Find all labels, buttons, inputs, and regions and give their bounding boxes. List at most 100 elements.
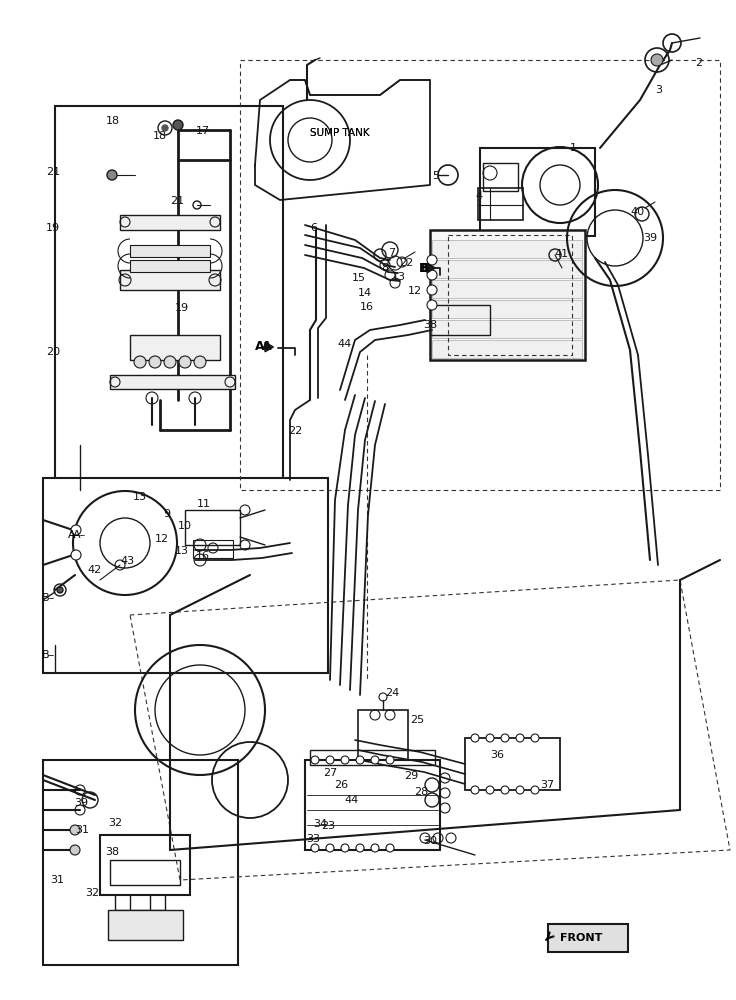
Text: 20: 20: [46, 347, 60, 357]
Text: 12: 12: [408, 286, 422, 296]
Circle shape: [651, 54, 663, 66]
Text: FRONT: FRONT: [560, 933, 602, 943]
Text: 39: 39: [643, 233, 657, 243]
Circle shape: [149, 356, 161, 368]
Circle shape: [70, 845, 80, 855]
Circle shape: [71, 525, 81, 535]
Circle shape: [70, 825, 80, 835]
Circle shape: [516, 786, 524, 794]
Text: 11: 11: [197, 499, 211, 509]
Text: 18: 18: [106, 116, 120, 126]
Circle shape: [162, 125, 168, 131]
Bar: [432, 260, 582, 278]
Text: 36: 36: [490, 750, 504, 760]
Text: 44: 44: [337, 339, 351, 349]
Bar: [432, 320, 582, 338]
Bar: [478, 188, 523, 220]
Text: SUMP TANK: SUMP TANK: [310, 128, 369, 138]
Text: SUMP TANK: SUMP TANK: [310, 128, 369, 138]
Circle shape: [427, 255, 437, 265]
Circle shape: [427, 270, 437, 280]
Text: A: A: [262, 340, 272, 353]
Bar: [465, 738, 560, 790]
Text: 16: 16: [360, 302, 374, 312]
Text: 18: 18: [153, 131, 167, 141]
Bar: [43, 760, 238, 965]
Circle shape: [341, 756, 349, 764]
Circle shape: [164, 356, 176, 368]
Text: A–: A–: [68, 530, 81, 540]
Text: 21: 21: [170, 196, 184, 206]
Bar: [43, 478, 328, 673]
Text: 37: 37: [540, 780, 554, 790]
Text: 34: 34: [313, 819, 327, 829]
Bar: [120, 215, 220, 230]
Circle shape: [107, 170, 117, 180]
Text: 16: 16: [196, 551, 210, 561]
Text: 5: 5: [432, 171, 439, 181]
Text: B–: B–: [42, 650, 55, 660]
Bar: [100, 835, 190, 895]
Text: 21: 21: [46, 167, 60, 177]
Text: 2: 2: [695, 58, 702, 68]
Text: B–: B–: [42, 593, 55, 603]
Bar: [480, 148, 595, 236]
Circle shape: [386, 844, 394, 852]
Bar: [120, 270, 220, 290]
Text: 22: 22: [288, 426, 302, 436]
Text: 19: 19: [175, 303, 189, 313]
Text: 7: 7: [388, 248, 395, 258]
Text: 39: 39: [74, 798, 88, 808]
Circle shape: [194, 356, 206, 368]
Text: 13: 13: [133, 492, 147, 502]
Text: 9: 9: [163, 509, 170, 519]
Bar: [310, 750, 435, 765]
Circle shape: [179, 356, 191, 368]
Bar: [432, 340, 582, 358]
Text: 38: 38: [423, 320, 437, 330]
Circle shape: [531, 734, 539, 742]
Text: 14: 14: [358, 288, 372, 298]
Bar: [108, 910, 183, 940]
Text: 27: 27: [323, 768, 337, 778]
Polygon shape: [427, 263, 436, 273]
Bar: [110, 375, 235, 389]
Text: 38: 38: [105, 847, 119, 857]
Text: 31: 31: [75, 825, 89, 835]
Circle shape: [471, 734, 479, 742]
Text: A–: A–: [73, 530, 86, 540]
Text: 17: 17: [196, 126, 210, 136]
Circle shape: [311, 756, 319, 764]
Circle shape: [71, 550, 81, 560]
Bar: [130, 335, 220, 360]
Text: 24: 24: [385, 688, 399, 698]
Bar: [432, 280, 582, 298]
Text: 8: 8: [381, 263, 388, 273]
Text: 30: 30: [423, 836, 437, 846]
Circle shape: [386, 756, 394, 764]
Text: 23: 23: [321, 821, 335, 831]
Text: 43: 43: [120, 556, 134, 566]
Text: 3: 3: [655, 85, 662, 95]
Text: 15: 15: [352, 273, 366, 283]
Bar: [432, 300, 582, 318]
Circle shape: [516, 734, 524, 742]
Text: 6: 6: [310, 223, 317, 233]
Circle shape: [356, 756, 364, 764]
Text: 26: 26: [334, 780, 348, 790]
Text: 31: 31: [50, 875, 64, 885]
Circle shape: [531, 786, 539, 794]
Circle shape: [311, 844, 319, 852]
Bar: [130, 260, 210, 272]
Polygon shape: [265, 342, 273, 352]
Text: 10: 10: [178, 521, 192, 531]
Bar: [483, 163, 518, 191]
Text: 44: 44: [344, 795, 358, 805]
Circle shape: [326, 756, 334, 764]
Bar: [55, 106, 283, 496]
Circle shape: [57, 587, 63, 593]
Text: 19: 19: [46, 223, 60, 233]
Text: 1: 1: [570, 143, 577, 153]
Circle shape: [486, 734, 494, 742]
Bar: [432, 240, 582, 258]
